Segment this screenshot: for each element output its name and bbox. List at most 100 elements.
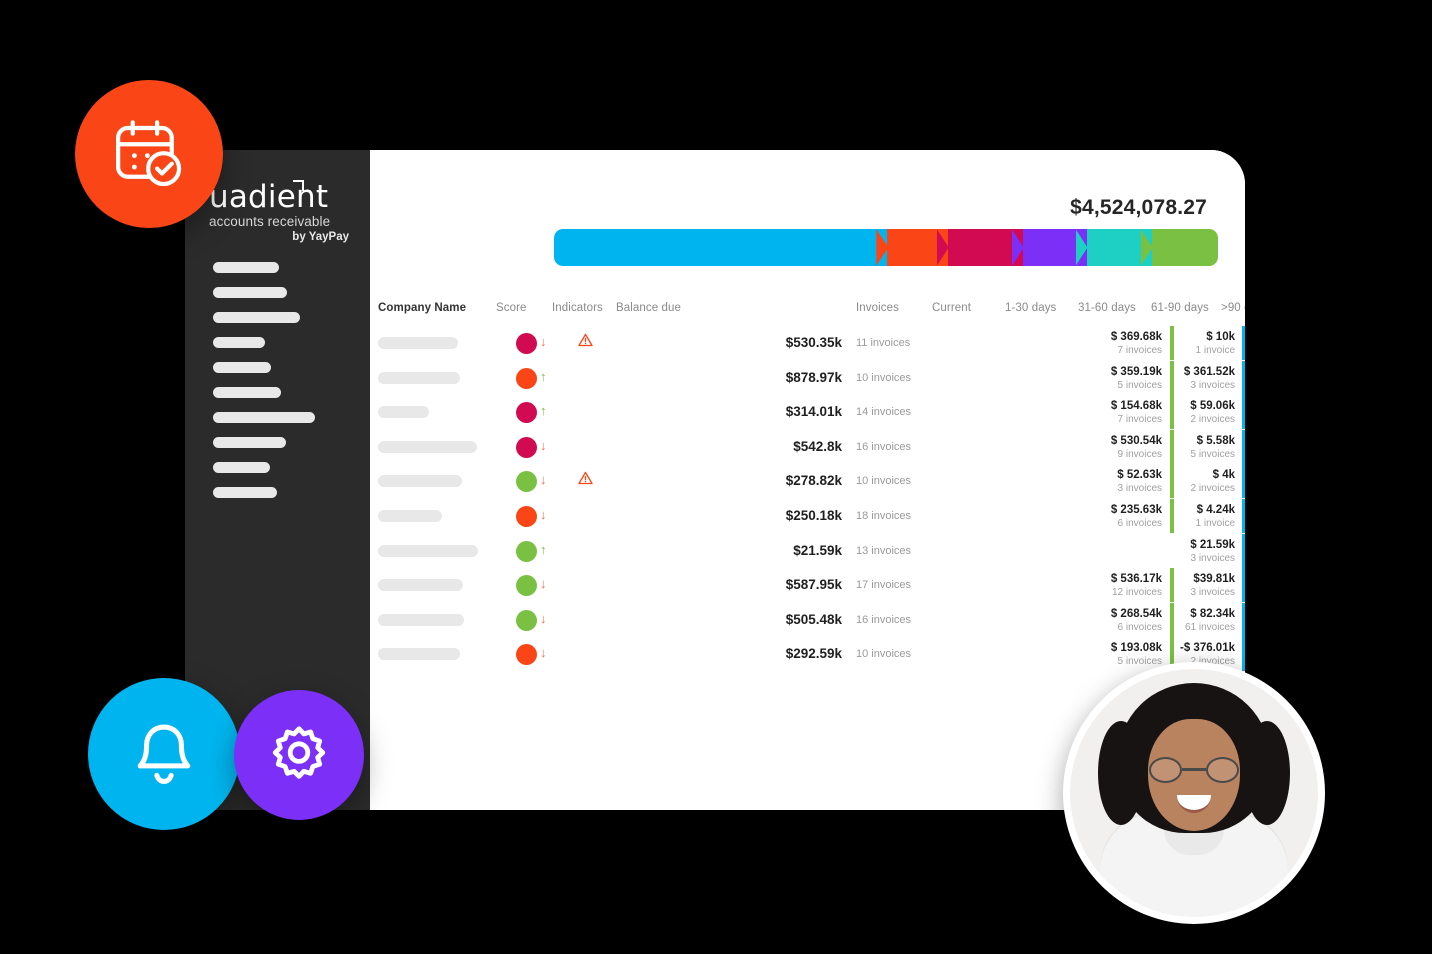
company-name-placeholder [378,371,460,384]
balance-due-value: $878.97k [785,369,842,385]
bucket-cell-current[interactable]: $ 268.54k 6 invoices [1074,608,1162,634]
sidebar-item-6[interactable] [213,387,281,398]
settings-badge[interactable] [234,690,364,820]
invoice-count: 11 invoices [856,337,911,349]
bucket-cell-d31-60[interactable]: $ 50k1 invoice [1220,331,1245,357]
score-dot[interactable] [516,402,537,424]
bucket-amount: $ 59.06k [1190,400,1235,413]
table-row[interactable]: ↓ $505.48k 16 invoices $ 268.54k 6 invoices $… [370,602,1245,638]
table-row[interactable]: ↓ $250.18k 18 invoices $ 235.63k 6 invoices $… [370,498,1245,534]
column-header-d90plus[interactable]: >90 days [1221,302,1245,314]
bucket-invoice-count: 1 invoice [1195,517,1235,529]
sidebar-item-9[interactable] [213,462,270,473]
bucket-amount: $ 200k [1220,469,1245,482]
bucket-cell-d1-30[interactable]: $39.81k 3 invoices [1147,573,1235,599]
table-row[interactable]: ↓ $587.95k 17 invoices $ 536.17k 12 invoices… [370,568,1245,603]
score-dot[interactable] [516,367,537,389]
table-row[interactable]: ↓ $292.59k 10 invoices $ 193.08k 5 invoices -… [370,637,1245,672]
sidebar-nav[interactable] [213,262,315,512]
aging-segment-oldest[interactable] [1140,229,1218,266]
bucket-amount: $ 193.08k [1110,642,1162,655]
company-name-placeholder [378,544,478,557]
company-name-placeholder [378,613,464,626]
score-dot[interactable] [516,540,537,562]
table-row[interactable]: ↑ $878.97k 10 invoices $ 359.19k 5 invoices $… [370,360,1245,396]
bucket-cell-current[interactable]: $ 530.54k 9 invoices [1074,435,1162,461]
score-dot[interactable] [516,505,537,527]
column-header-company[interactable]: Company Name [378,302,467,314]
column-header-invoices[interactable]: Invoices [856,302,899,314]
bucket-invoice-count: 2 invoices [1190,414,1235,426]
bucket-cell-current[interactable]: $ 52.63k 3 invoices [1074,469,1162,495]
bucket-cell-d31-60[interactable]: $ 108.17k2 invoices [1220,608,1245,634]
sidebar-item-3[interactable] [213,312,300,323]
sidebar-item-1[interactable] [213,262,279,273]
bucket-cell-current[interactable]: $ 193.08k 5 invoices [1074,642,1162,668]
table-row[interactable]: ↑ $21.59k 13 invoices $ 21.59k 3 invoices [370,533,1245,569]
column-header-current[interactable]: Current [932,302,972,314]
trend-down-icon: ↓ [540,576,547,592]
column-header-d31-60[interactable]: 31-60 days [1078,302,1136,314]
table-row[interactable]: ↓ $278.82k 10 invoices $ 52.63k 3 invoices $ … [370,464,1245,499]
bucket-invoice-count: 61 invoices [1184,621,1235,633]
bucket-cell-d1-30[interactable]: $ 10k 1 invoice [1147,331,1235,357]
bucket-cell-d31-60[interactable]: $ 12.45k1 invoice [1220,400,1245,426]
sidebar-item-7[interactable] [213,412,315,423]
score-dot[interactable] [516,609,537,631]
column-header-d1-30[interactable]: 1-30 days [1005,302,1057,314]
warning-triangle-icon[interactable] [578,471,593,485]
sidebar-item-5[interactable] [213,362,271,373]
aging-segment-current[interactable] [554,229,888,266]
bucket-cell-d1-30[interactable]: $ 361.52k 3 invoices [1147,366,1235,392]
score-dot[interactable] [516,644,537,666]
sidebar-item-10[interactable] [213,487,277,498]
table-row[interactable]: ↓ $542.8k 16 invoices $ 530.54k 9 invoices $ … [370,429,1245,465]
bucket-cell-d31-60[interactable]: $ 11.97k2 invoices [1220,573,1245,599]
bucket-cell-d31-60[interactable]: $ 200k1 invoice [1220,469,1245,495]
notifications-badge[interactable] [88,678,240,830]
bucket-marker-d1-30 [1242,326,1245,360]
bucket-amount: $ 530.54k [1110,434,1162,447]
score-dot[interactable] [516,333,537,354]
bucket-cell-current[interactable]: $ 235.63k 6 invoices [1074,504,1162,530]
score-dot[interactable] [516,471,537,493]
aging-summary-bar[interactable] [554,229,1218,266]
bucket-cell-d1-30[interactable]: $ 21.59k 3 invoices [1147,539,1235,565]
bucket-cell-current[interactable]: $ 536.17k 12 invoices [1074,573,1162,599]
bucket-cell-current[interactable]: $ 359.19k 5 invoices [1074,366,1162,392]
calendar-check-badge[interactable] [75,80,223,228]
table-row[interactable]: ↑ $314.01k 14 invoices $ 154.68k 7 invoices $… [370,395,1245,430]
warning-triangle-icon[interactable] [578,333,593,347]
bucket-cell-current[interactable]: $ 154.68k 7 invoices [1074,400,1162,426]
app-window: uadient accounts receivable by YayPay $4… [185,150,1245,810]
column-header-ind[interactable]: Indicators [552,302,603,314]
aging-segment-31-60-days[interactable] [936,229,1023,266]
column-header-balance[interactable]: Balance due [616,302,682,314]
bucket-invoice-count: 3 invoices [1117,483,1162,495]
bucket-amount: $ 20.79k [1220,642,1245,655]
sidebar-item-4[interactable] [213,337,265,348]
sidebar-item-2[interactable] [213,287,287,298]
score-dot[interactable] [516,575,537,597]
column-header-d61-90[interactable]: 61-90 days [1151,302,1209,314]
invoice-count: 14 invoices [856,406,912,419]
balance-due-value: $278.82k [785,473,842,489]
bucket-cell-d31-60[interactable]: $ 10.31k1 invoice [1220,504,1245,530]
score-dot[interactable] [516,436,537,458]
bucket-cell-current[interactable]: $ 369.68k 7 invoices [1074,331,1162,357]
bell-icon [137,724,191,784]
sidebar-item-8[interactable] [213,437,286,448]
bucket-amount: $ 5.58k [1196,434,1235,447]
bucket-cell-d1-30[interactable]: $ 5.58k 5 invoices [1147,435,1235,461]
bucket-cell-d1-30[interactable]: $ 59.06k 2 invoices [1147,400,1235,426]
bucket-cell-d1-30[interactable]: -$ 376.01k 2 invoices [1147,642,1235,668]
column-header-score[interactable]: Score [496,302,527,314]
bucket-invoice-count: 3 invoices [1190,587,1235,599]
table-body[interactable]: ↓ $530.35k 11 invoices $ 369.68k 7 invoices $… [370,326,1245,672]
bucket-cell-d1-30[interactable]: $ 4.24k 1 invoice [1147,504,1235,530]
bucket-cell-d1-30[interactable]: $ 4k 2 invoices [1147,469,1235,495]
bucket-invoice-count: 1 invoice [1220,483,1245,495]
bucket-cell-d1-30[interactable]: $ 82.34k 61 invoices [1147,608,1235,634]
company-name-placeholder [378,475,462,488]
table-row[interactable]: ↓ $530.35k 11 invoices $ 369.68k 7 invoices $… [370,326,1245,361]
